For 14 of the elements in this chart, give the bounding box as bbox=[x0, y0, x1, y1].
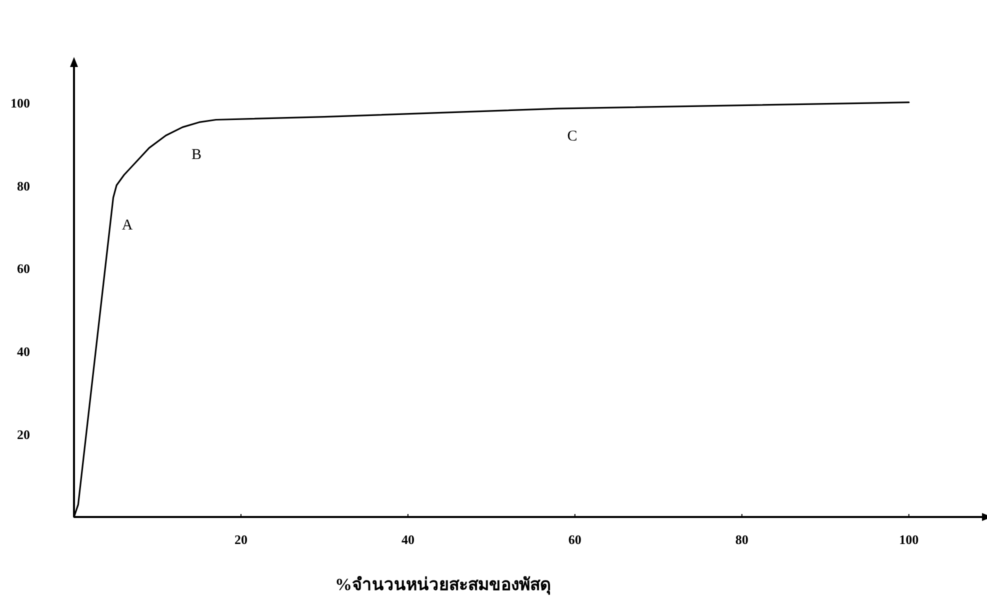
x-tick-label: 100 bbox=[899, 532, 919, 547]
y-tick-label: 100 bbox=[10, 95, 30, 110]
annotation: A bbox=[122, 218, 133, 234]
x-axis-title: %จำนวนหน่วยสะสมของพัสดุ bbox=[335, 575, 551, 595]
x-tick-label: 80 bbox=[735, 532, 748, 547]
y-tick-label: 80 bbox=[17, 178, 30, 194]
x-tick-label: 60 bbox=[568, 532, 582, 547]
annotation: B bbox=[192, 147, 202, 164]
x-tick-label: 20 bbox=[234, 532, 248, 547]
y-tick-label: 20 bbox=[17, 427, 30, 442]
annotation: C bbox=[567, 128, 578, 145]
y-tick-label: 40 bbox=[17, 344, 30, 360]
y-tick-label: 60 bbox=[17, 261, 30, 276]
x-tick-label: 40 bbox=[401, 532, 414, 547]
